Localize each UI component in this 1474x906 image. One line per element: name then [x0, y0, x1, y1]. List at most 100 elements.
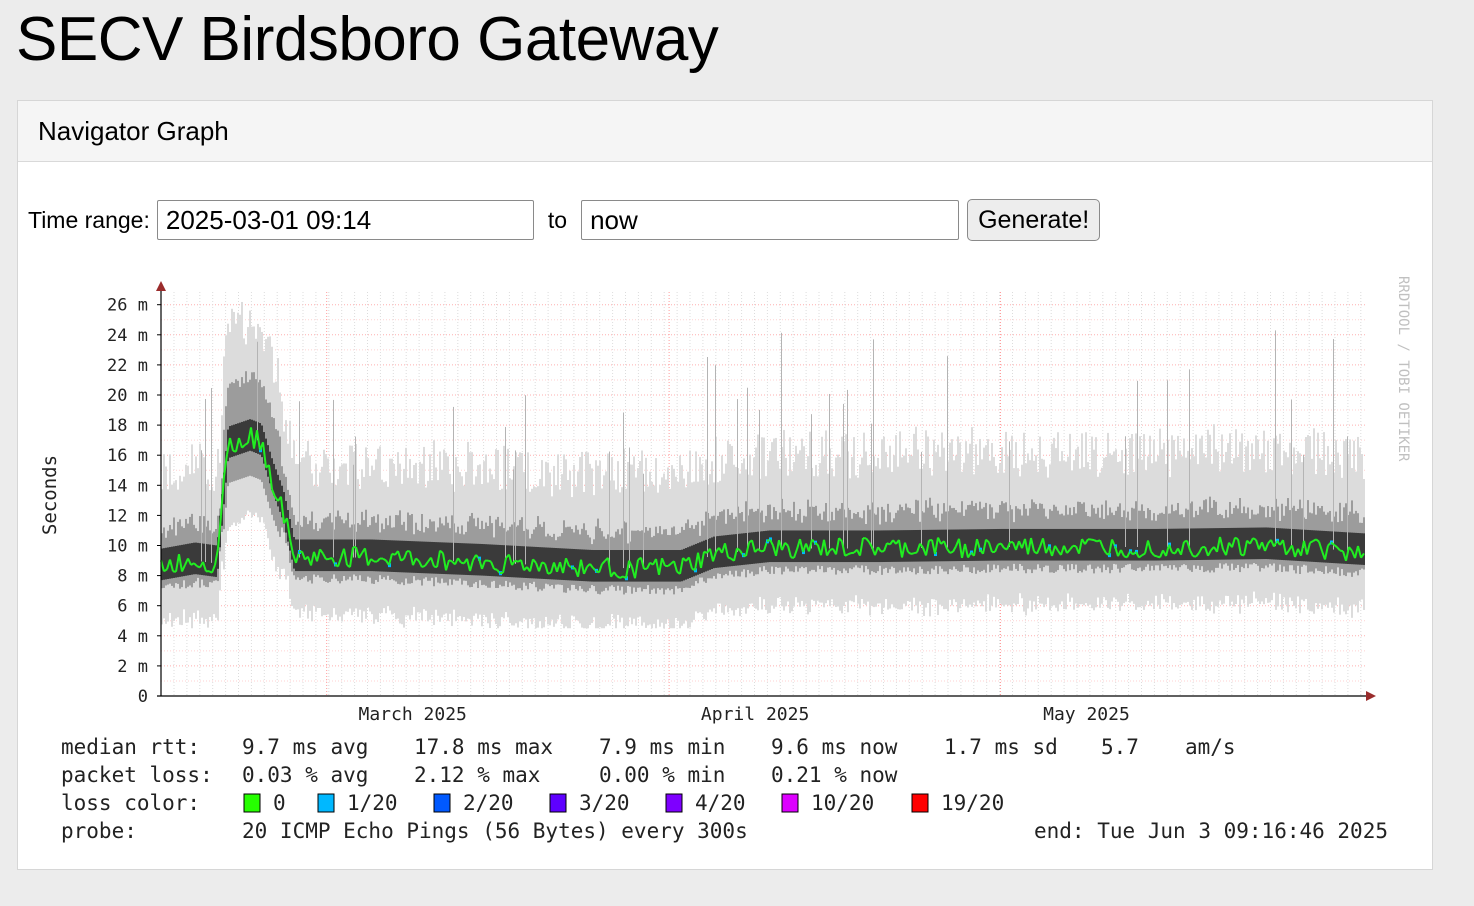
median-segment: [703, 550, 708, 554]
median-segment: [1156, 555, 1161, 559]
median-segment: [460, 561, 465, 565]
smoke-inner: [265, 438, 267, 471]
generate-button[interactable]: Generate!: [967, 199, 1101, 241]
smoke-inner: [445, 542, 447, 575]
median-segment: [907, 551, 912, 555]
median-segment: [823, 539, 828, 556]
smoke-inner: [203, 543, 205, 576]
median-segment: [244, 442, 249, 446]
smoke-inner: [363, 539, 365, 572]
median-segment: [964, 543, 969, 558]
median-segment: [784, 542, 789, 547]
smoke-inner: [253, 420, 255, 453]
median-segment: [985, 538, 990, 544]
median-segment: [628, 560, 633, 568]
smoke-outer: [763, 437, 765, 600]
smoke-inner: [309, 539, 311, 572]
median-segment: [712, 551, 717, 562]
smoke-inner: [1253, 527, 1255, 560]
median-segment: [700, 551, 705, 569]
legend-cell: am/s: [1185, 735, 1236, 759]
median-segment: [634, 559, 639, 579]
median-segment: [319, 548, 324, 555]
smoke-spike: [781, 332, 782, 549]
smoke-inner: [1353, 532, 1355, 565]
time-range-to-input[interactable]: [581, 200, 960, 240]
median-segment: [838, 537, 843, 543]
smoke-inner: [481, 543, 483, 576]
smoke-spike: [513, 469, 514, 564]
smoke-inner: [1005, 528, 1007, 561]
smoke-spike: [811, 414, 812, 549]
smoke-inner: [897, 530, 899, 562]
smoke-inner: [305, 539, 307, 572]
smoke-spike: [873, 339, 874, 549]
smoke-inner: [1021, 528, 1023, 561]
smoke-inner: [915, 530, 917, 562]
median-segment: [757, 548, 762, 553]
smoke-spike: [515, 450, 516, 564]
smoke-inner: [1311, 530, 1313, 562]
x-axis-arrow: [1366, 691, 1376, 701]
smoke-inner: [1191, 528, 1193, 561]
smoke-spike: [843, 403, 844, 549]
smoke-inner: [191, 543, 193, 575]
median-segment: [1093, 539, 1098, 543]
median-segment: [424, 561, 429, 567]
smoke-spike: [747, 387, 748, 551]
legend-cell: packet loss:: [61, 763, 213, 787]
median-segment: [382, 557, 387, 562]
median-segment: [1324, 545, 1329, 560]
median-segment: [238, 437, 243, 449]
median-segment: [415, 557, 420, 562]
smoke-inner: [691, 545, 693, 578]
smoke-inner: [981, 529, 983, 561]
smoke-inner: [679, 550, 681, 582]
legend-cell: 0.03 % avg: [242, 763, 368, 787]
median-segment: [769, 538, 774, 546]
legend-cell: 0.00 % min: [599, 763, 725, 787]
y-tick-label: 6 m: [117, 597, 148, 617]
y-tick-labels: 0 2 m 4 m 6 m 8 m 10 m 12 m 14 m 16 m 18 m 20 m 22 …: [107, 296, 161, 707]
smoke-inner: [1151, 528, 1153, 561]
smoke-inner: [677, 550, 679, 582]
smoke-spike: [829, 393, 830, 549]
smoke-spike: [847, 389, 848, 549]
median-segment: [196, 565, 201, 569]
smoke-inner: [1105, 528, 1107, 561]
median-segment: [481, 560, 486, 570]
smoke-spike: [1009, 441, 1010, 548]
median-segment: [403, 550, 408, 560]
median-segment: [745, 542, 750, 557]
smoke-inner: [727, 534, 729, 567]
smoke-inner: [917, 529, 919, 562]
smoke-inner: [381, 539, 383, 572]
median-segment: [1150, 550, 1155, 557]
smoke-inner: [687, 547, 689, 579]
smoke-spike: [871, 423, 872, 549]
median-segment: [694, 552, 699, 571]
smoke-spike: [737, 399, 738, 552]
median-segment: [478, 558, 483, 570]
median-segment: [364, 548, 369, 566]
smoke-outer: [1279, 433, 1281, 594]
smoke-spike: [525, 395, 526, 565]
smoke-inner: [451, 542, 453, 575]
median-segment: [1234, 536, 1239, 541]
median-segment: [835, 537, 840, 555]
smoke-inner: [1199, 528, 1201, 560]
smoke-inner: [569, 548, 571, 581]
time-range-from-input[interactable]: [156, 200, 534, 240]
smoke-inner: [1295, 529, 1297, 561]
median-segment: [1330, 541, 1335, 546]
median-segment: [544, 563, 549, 575]
smoke-spike: [643, 473, 644, 569]
median-segment: [187, 558, 192, 566]
smoke-inner: [763, 531, 765, 563]
median-segment: [658, 558, 663, 576]
smoke-spike: [947, 356, 948, 548]
loss-color-entry: 1/20: [347, 791, 398, 815]
smoke-inner: [471, 543, 473, 576]
smoke-spike: [609, 451, 610, 569]
smoke-inner: [245, 420, 247, 453]
